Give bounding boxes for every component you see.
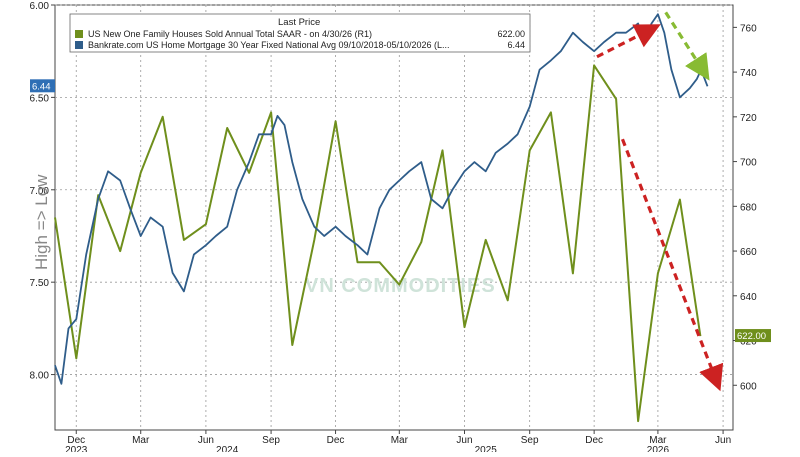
x-year-label: 2023 bbox=[65, 445, 88, 452]
red-arrow bbox=[596, 24, 661, 59]
right-tick-label: 600 bbox=[740, 381, 757, 392]
left-tick-label: 6.50 bbox=[30, 93, 50, 104]
x-tick-label: Dec bbox=[585, 435, 603, 446]
left-tick-label: 7.00 bbox=[30, 186, 50, 197]
legend-swatch-mortgage bbox=[75, 41, 83, 49]
right-tick-label: 700 bbox=[740, 158, 757, 169]
x-year-label: 2024 bbox=[216, 445, 239, 452]
left-tick-label: 7.50 bbox=[30, 278, 50, 289]
left-last-value: 6.44 bbox=[32, 81, 51, 92]
x-tick-label: Jun bbox=[456, 435, 472, 446]
right-last-value: 622.00 bbox=[737, 331, 766, 342]
series-line-mortgage bbox=[54, 13, 709, 385]
x-tick-label: Dec bbox=[327, 435, 345, 446]
legend: Last Price US New One Family Houses Sold… bbox=[69, 13, 531, 53]
left-tick-label: 6.00 bbox=[30, 1, 50, 12]
left-axis-label: High => Low bbox=[32, 174, 51, 270]
right-tick-label: 740 bbox=[740, 68, 757, 79]
left-tick-label: 8.00 bbox=[30, 371, 50, 382]
right-tick-label: 720 bbox=[740, 113, 757, 124]
x-tick-label: Dec bbox=[67, 435, 85, 446]
legend-header: Last Price bbox=[278, 17, 320, 28]
x-year-label: 2025 bbox=[475, 445, 498, 452]
right-last-value-badge: 622.00 bbox=[735, 329, 771, 343]
watermark: VN COMMODITIES bbox=[305, 275, 496, 297]
x-tick-label: Sep bbox=[521, 435, 539, 446]
x-tick-label: Mar bbox=[391, 435, 409, 446]
annotations bbox=[596, 11, 724, 392]
grid bbox=[55, 4, 733, 430]
legend-value-mortgage: 6.44 bbox=[507, 40, 525, 50]
green-arrow bbox=[664, 11, 710, 81]
left-axis: 6.00 6.50 7.00 7.50 8.00 bbox=[30, 1, 55, 382]
series-line-houses bbox=[54, 64, 702, 423]
series bbox=[54, 13, 709, 423]
x-axis: Dec Mar Jun Sep Dec Mar Jun Sep Dec Mar Jun 2023 202… bbox=[65, 430, 731, 456]
x-tick-label: Jun bbox=[715, 435, 731, 446]
x-tick-label: Jun bbox=[198, 435, 214, 446]
right-tick-label: 640 bbox=[740, 292, 757, 303]
legend-value-houses: 622.00 bbox=[497, 29, 525, 39]
plot-frame bbox=[54, 4, 734, 431]
red-arrow bbox=[620, 138, 724, 392]
right-tick-label: 760 bbox=[740, 23, 757, 34]
legend-swatch-houses bbox=[75, 30, 83, 38]
x-year-label: 2026 bbox=[647, 445, 670, 452]
right-tick-label: 680 bbox=[740, 202, 757, 213]
x-tick-label: Mar bbox=[649, 435, 667, 446]
x-tick-label: Sep bbox=[262, 435, 280, 446]
x-tick-label: Mar bbox=[132, 435, 150, 446]
legend-label-mortgage: Bankrate.com US Home Mortgage 30 Year Fi… bbox=[88, 40, 450, 50]
legend-label-houses: US New One Family Houses Sold Annual Tot… bbox=[88, 29, 372, 39]
left-last-value-badge: 6.44 bbox=[30, 79, 55, 93]
right-tick-label: 660 bbox=[740, 247, 757, 258]
